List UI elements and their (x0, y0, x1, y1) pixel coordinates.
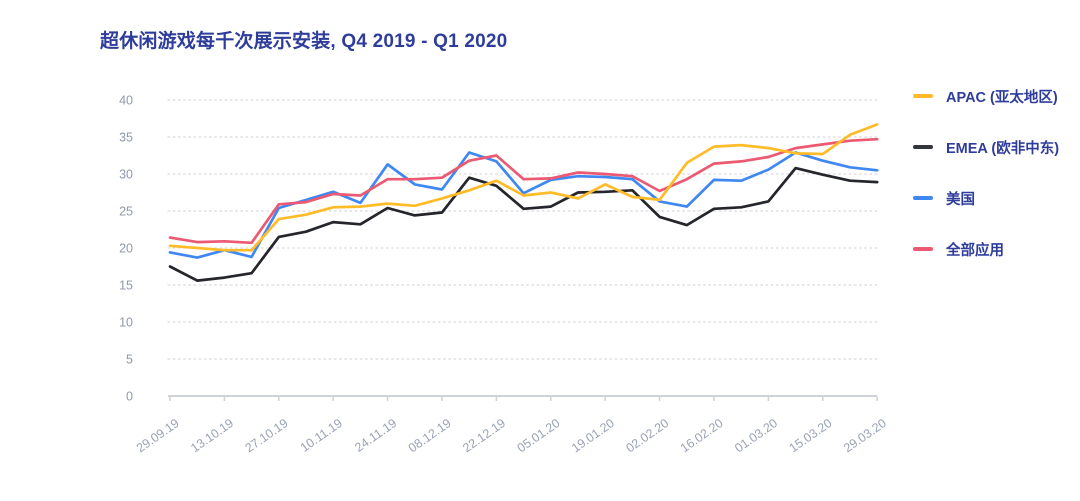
y-axis-tick-label: 40 (119, 94, 133, 108)
x-axis-tick-label: 10.11.19 (298, 416, 345, 455)
y-axis-tick-label: 35 (119, 131, 133, 145)
x-axis-tick-label: 16.02.20 (678, 416, 726, 455)
legend-label-emea: EMEA (欧非中东) (946, 140, 1060, 157)
x-axis-tick-label: 15.03.20 (787, 416, 835, 455)
legend-label-all-apps: 全部应用 (946, 242, 1004, 259)
legend-swatch-emea-icon (913, 145, 933, 149)
x-axis-tick-label: 08.12.19 (406, 416, 454, 455)
x-axis-tick-label: 29.09.19 (134, 416, 182, 455)
x-axis-tick-label: 19.01.20 (569, 416, 617, 455)
x-axis-tick-label: 13.10.19 (188, 416, 236, 455)
x-axis-tick-label: 22.12.19 (460, 416, 508, 455)
x-axis-tick-label: 02.02.20 (623, 416, 671, 455)
chart-title: 超休闲游戏每千次展示安装, Q4 2019 - Q1 2020 (100, 31, 508, 52)
legend-item-usa: 美国 (913, 188, 1073, 208)
legend-swatch-usa-icon (913, 196, 933, 200)
legend-swatch-apac-icon (913, 94, 933, 98)
x-axis-tick-label: 05.01.20 (515, 416, 563, 455)
chart-legend: APAC (亚太地区) EMEA (欧非中东) 美国 全部应用 (913, 86, 1073, 290)
legend-item-all-apps: 全部应用 (913, 239, 1073, 259)
legend-swatch-all-apps-icon (913, 247, 933, 251)
legend-item-apac: APAC (亚太地区) (913, 86, 1073, 106)
x-axis-tick-label: 01.03.20 (732, 416, 780, 455)
series-line-all-apps (168, 137, 879, 245)
y-axis-tick-label: 10 (119, 316, 133, 330)
series-line-usa (168, 151, 879, 259)
x-axis-tick-label: 27.10.19 (243, 416, 291, 455)
legend-item-emea: EMEA (欧非中东) (913, 137, 1073, 157)
y-axis-tick-label: 0 (126, 390, 133, 404)
legend-label-apac: APAC (亚太地区) (946, 89, 1058, 106)
y-axis-tick-label: 20 (119, 242, 133, 256)
series-line-apac (168, 123, 879, 252)
x-axis-tick-label: 24.11.19 (352, 416, 399, 455)
y-axis-tick-label: 25 (119, 205, 133, 219)
y-axis-tick-label: 30 (119, 168, 133, 182)
x-axis-tick-label: 29.03.20 (841, 416, 889, 455)
y-axis-tick-label: 5 (126, 353, 133, 367)
y-axis-tick-label: 15 (119, 279, 133, 293)
series-line-emea (168, 166, 879, 282)
legend-label-usa: 美国 (946, 191, 975, 208)
